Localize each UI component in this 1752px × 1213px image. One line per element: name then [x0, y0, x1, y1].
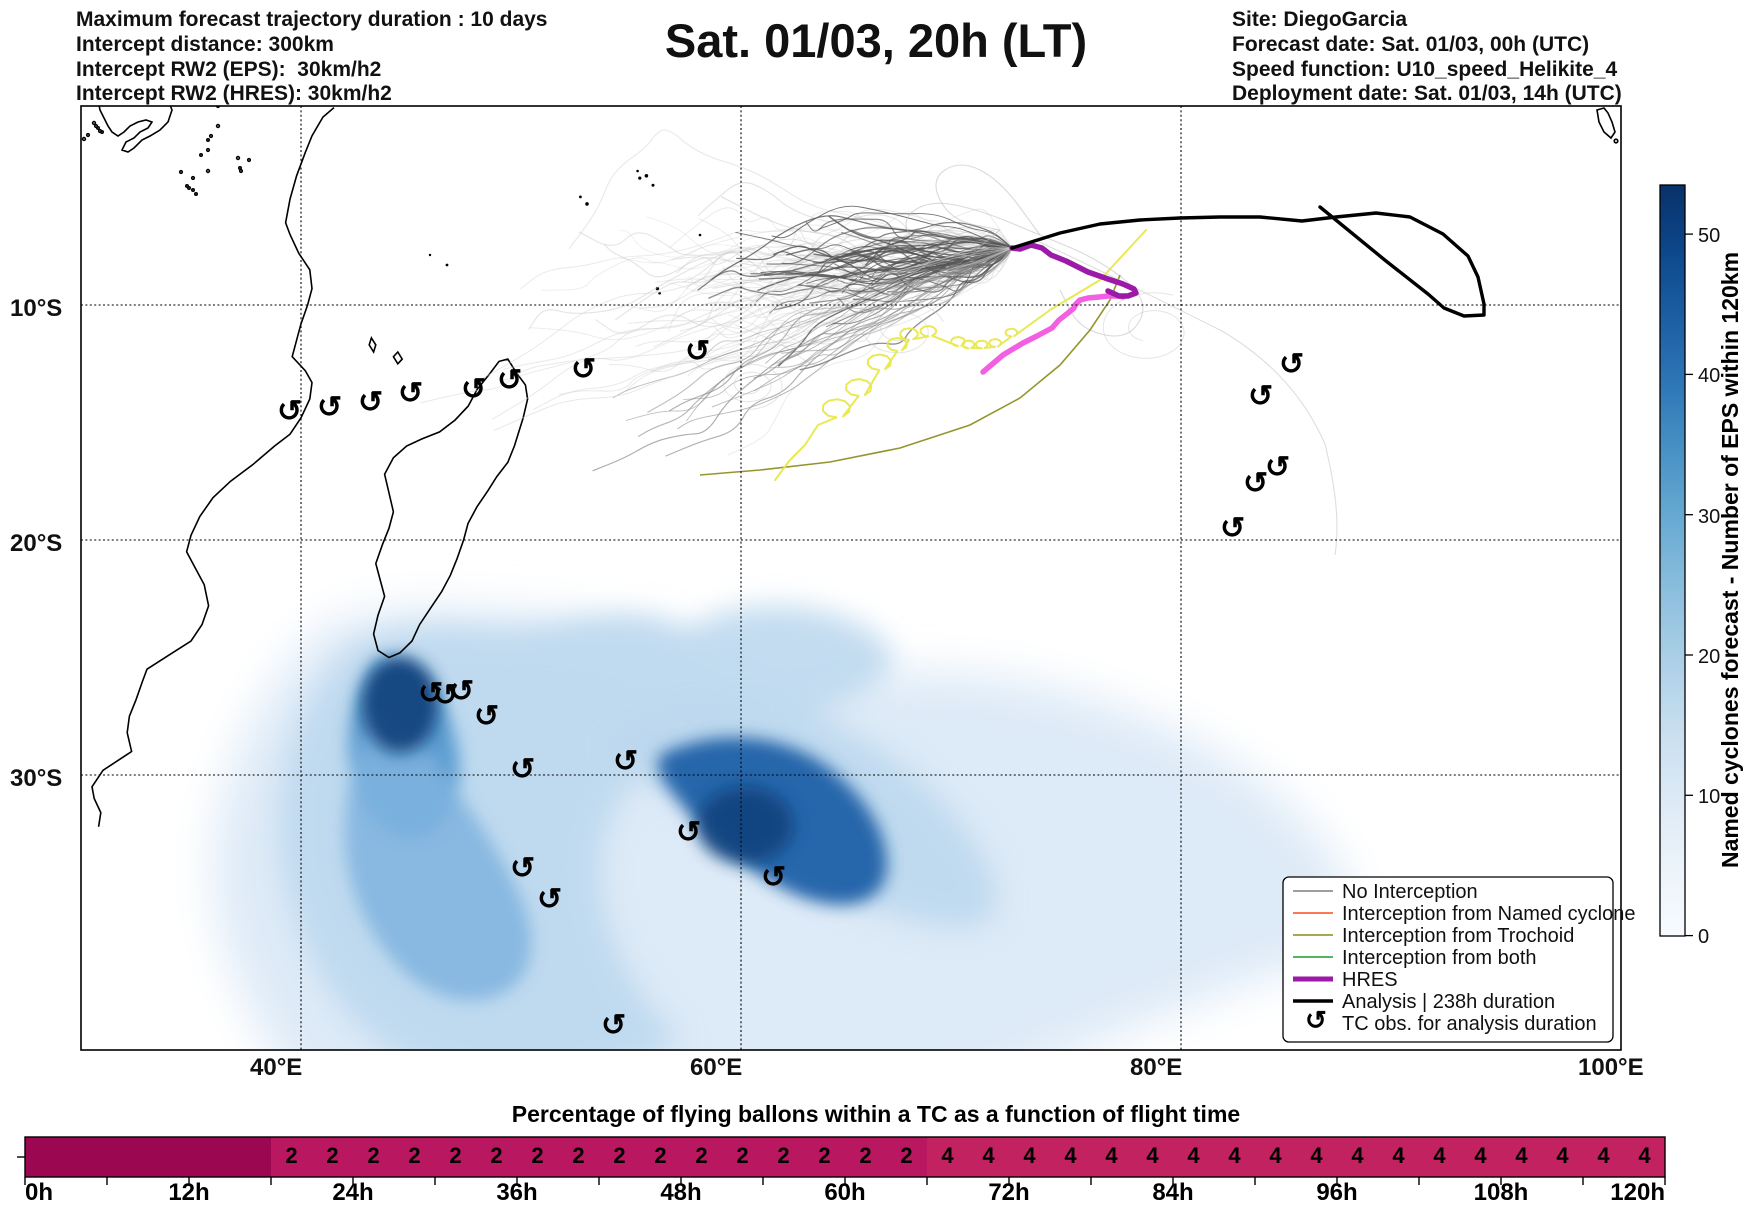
svg-text:12h: 12h — [168, 1179, 209, 1206]
svg-text:Percentage of flying ballons w: Percentage of flying ballons within a TC… — [512, 1101, 1240, 1127]
svg-text:2: 2 — [572, 1143, 584, 1168]
svg-text:2: 2 — [367, 1143, 379, 1168]
svg-text:4: 4 — [1187, 1143, 1200, 1168]
svg-text:2: 2 — [408, 1143, 420, 1168]
svg-text:4: 4 — [1105, 1143, 1118, 1168]
svg-text:4: 4 — [982, 1143, 995, 1168]
svg-text:36h: 36h — [496, 1179, 537, 1206]
svg-text:2: 2 — [490, 1143, 502, 1168]
svg-text:4: 4 — [1023, 1143, 1036, 1168]
svg-text:2: 2 — [777, 1143, 789, 1168]
svg-text:72h: 72h — [988, 1179, 1029, 1206]
svg-text:2: 2 — [900, 1143, 912, 1168]
svg-text:4: 4 — [1556, 1143, 1569, 1168]
svg-text:4: 4 — [1433, 1143, 1446, 1168]
svg-text:4: 4 — [1392, 1143, 1405, 1168]
svg-text:2: 2 — [613, 1143, 625, 1168]
svg-text:96h: 96h — [1316, 1179, 1357, 1206]
svg-text:48h: 48h — [660, 1179, 701, 1206]
svg-text:2: 2 — [736, 1143, 748, 1168]
svg-text:108h: 108h — [1474, 1179, 1529, 1206]
svg-text:60h: 60h — [824, 1179, 865, 1206]
svg-text:2: 2 — [818, 1143, 830, 1168]
svg-text:4: 4 — [1064, 1143, 1077, 1168]
svg-text:4: 4 — [1310, 1143, 1323, 1168]
svg-text:4: 4 — [1597, 1143, 1610, 1168]
svg-text:0h: 0h — [25, 1179, 53, 1206]
svg-text:2: 2 — [654, 1143, 666, 1168]
svg-text:4: 4 — [1351, 1143, 1364, 1168]
svg-text:4: 4 — [941, 1143, 954, 1168]
svg-text:4: 4 — [1474, 1143, 1487, 1168]
svg-text:2: 2 — [449, 1143, 461, 1168]
svg-text:4: 4 — [1146, 1143, 1159, 1168]
svg-text:4: 4 — [1638, 1143, 1651, 1168]
svg-text:2: 2 — [859, 1143, 871, 1168]
svg-text:2: 2 — [531, 1143, 543, 1168]
svg-text:2: 2 — [326, 1143, 338, 1168]
svg-text:2: 2 — [285, 1143, 297, 1168]
svg-text:24h: 24h — [332, 1179, 373, 1206]
svg-text:2: 2 — [695, 1143, 707, 1168]
svg-text:4: 4 — [1269, 1143, 1282, 1168]
svg-text:4: 4 — [1515, 1143, 1528, 1168]
svg-text:4: 4 — [1228, 1143, 1241, 1168]
svg-text:120h: 120h — [1610, 1179, 1665, 1206]
svg-text:84h: 84h — [1152, 1179, 1193, 1206]
